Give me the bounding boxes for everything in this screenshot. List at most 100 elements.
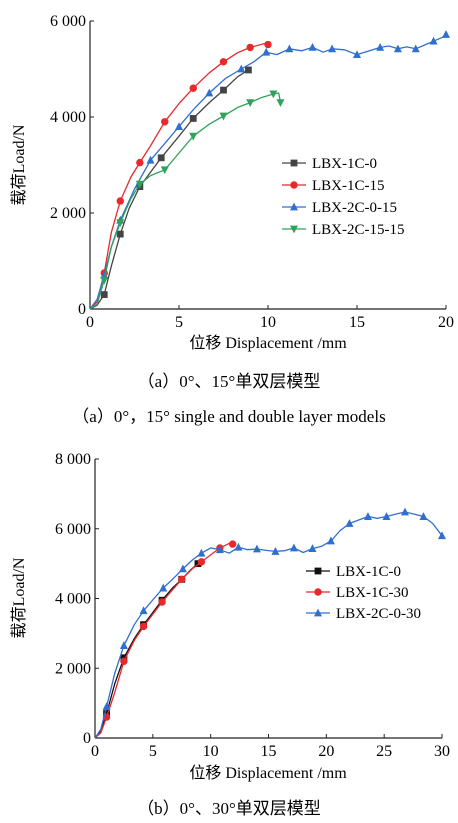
data-point bbox=[116, 219, 125, 227]
data-point bbox=[363, 512, 372, 520]
legend-marker bbox=[290, 159, 298, 167]
legend-label: LBX-2C-0-15 bbox=[312, 200, 397, 216]
series-line-LBX-1C-30 bbox=[94, 542, 233, 739]
data-point bbox=[276, 99, 285, 107]
data-point bbox=[102, 702, 111, 711]
series-line-LBX-2C-0-30 bbox=[94, 511, 443, 739]
x-tick-label: 0 bbox=[86, 314, 94, 331]
legend-label: LBX-1C-0 bbox=[312, 156, 377, 172]
data-point bbox=[245, 66, 252, 74]
legend-label: LBX-1C-15 bbox=[312, 178, 385, 194]
data-point bbox=[160, 166, 169, 175]
x-tick-label: 10 bbox=[260, 314, 276, 331]
data-point bbox=[100, 276, 109, 285]
data-point bbox=[262, 47, 271, 56]
x-axis-label: 位移 Displacement /mm bbox=[189, 764, 347, 782]
data-point bbox=[429, 36, 438, 45]
y-tick-label: 2 000 bbox=[55, 660, 91, 677]
data-point bbox=[411, 44, 420, 53]
data-point bbox=[442, 30, 450, 38]
data-point bbox=[376, 43, 385, 51]
legend-marker bbox=[290, 181, 298, 189]
data-point bbox=[139, 622, 148, 631]
legend: LBX-1C-0 LBX-1C-15 LBX-2C-0-15 LBX-2C-15-15 bbox=[282, 156, 405, 238]
series-line-LBX-1C-15 bbox=[89, 42, 269, 310]
x-tick-label: 20 bbox=[318, 743, 334, 760]
data-point bbox=[197, 548, 206, 557]
x-tick-label: 15 bbox=[261, 743, 277, 760]
legend-marker bbox=[314, 567, 322, 575]
x-tick-label: 30 bbox=[434, 743, 450, 760]
data-point bbox=[194, 560, 202, 568]
data-point bbox=[246, 99, 255, 107]
legend: LBX-1C-0 LBX-1C-30 LBX-2C-0-30 bbox=[306, 564, 421, 622]
legend-marker bbox=[314, 608, 322, 617]
data-point bbox=[285, 44, 294, 53]
x-tick-label: 20 bbox=[438, 314, 454, 331]
data-point bbox=[353, 50, 361, 58]
y-tick-label: 2 000 bbox=[50, 205, 86, 222]
data-point bbox=[178, 575, 186, 584]
x-tick-label: 15 bbox=[349, 314, 365, 331]
y-tick-label: 8 000 bbox=[55, 451, 91, 468]
legend-label: LBX-2C-0-30 bbox=[336, 606, 421, 622]
data-point bbox=[382, 512, 391, 520]
y-tick-label: 4 000 bbox=[50, 109, 86, 126]
data-point bbox=[237, 64, 246, 73]
data-point bbox=[119, 641, 128, 649]
y-tick-label: 4 000 bbox=[55, 591, 91, 608]
data-point bbox=[205, 88, 214, 97]
data-point bbox=[158, 598, 166, 606]
data-point bbox=[189, 84, 197, 92]
legend-label: LBX-2C-15-15 bbox=[312, 222, 405, 238]
chart-panel-b: 载荷Load/N 位移 Displacement /mm （b）0°、30°单双… bbox=[10, 451, 450, 818]
data-point bbox=[197, 558, 206, 566]
chart-panel-a: 载荷Load/N 位移 Displacement /mm （a）0°、15°单双… bbox=[10, 13, 454, 426]
data-point bbox=[157, 154, 165, 162]
legend-label: LBX-1C-0 bbox=[336, 564, 401, 580]
data-point bbox=[135, 180, 144, 189]
series-line-LBX-2C-0-15 bbox=[89, 33, 447, 310]
x-tick-label: 0 bbox=[91, 743, 99, 760]
data-point bbox=[116, 197, 124, 205]
y-axis-label: 载荷Load/N bbox=[10, 557, 28, 638]
data-point bbox=[100, 291, 108, 298]
data-point bbox=[219, 58, 228, 66]
data-point bbox=[345, 519, 354, 527]
data-point bbox=[178, 564, 187, 573]
data-point bbox=[161, 118, 169, 126]
data-point bbox=[189, 115, 197, 122]
data-point bbox=[159, 583, 168, 592]
data-point bbox=[189, 132, 198, 141]
data-point bbox=[289, 543, 298, 552]
data-point bbox=[175, 122, 183, 130]
series-line-LBX-1C-0 bbox=[94, 563, 199, 739]
data-point bbox=[252, 544, 261, 553]
legend-marker bbox=[290, 225, 298, 234]
x-tick-label: 10 bbox=[203, 743, 219, 760]
data-point bbox=[271, 547, 280, 555]
series-line-LBX-1C-0 bbox=[89, 69, 249, 310]
data-point bbox=[139, 606, 148, 615]
data-point bbox=[146, 155, 155, 164]
legend-marker bbox=[314, 588, 322, 596]
data-point bbox=[438, 531, 446, 540]
data-point bbox=[136, 158, 144, 167]
data-point bbox=[219, 112, 228, 121]
data-point bbox=[419, 512, 428, 520]
data-point bbox=[116, 230, 124, 238]
data-point bbox=[269, 90, 278, 99]
data-point bbox=[400, 507, 409, 516]
data-point bbox=[328, 44, 337, 53]
data-point bbox=[215, 545, 224, 554]
y-tick-label: 6 000 bbox=[50, 13, 86, 30]
x-tick-label: 5 bbox=[149, 743, 157, 760]
y-axis-label: 载荷Load/N bbox=[10, 124, 28, 205]
data-point bbox=[228, 540, 237, 548]
y-tick-label: 0 bbox=[83, 730, 91, 747]
data-point bbox=[120, 657, 128, 665]
legend-marker bbox=[290, 202, 298, 211]
x-tick-label: 25 bbox=[376, 743, 392, 760]
series-line-LBX-2C-15-15 bbox=[89, 92, 282, 310]
